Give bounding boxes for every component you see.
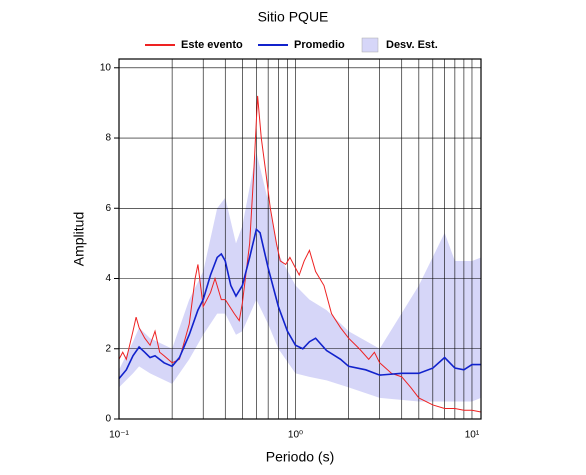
legend-label: Promedio bbox=[294, 39, 345, 51]
plot-frame bbox=[118, 58, 482, 420]
legend-label: Desv. Est. bbox=[386, 39, 438, 51]
std-band bbox=[119, 152, 481, 402]
y-tick-label: 0 bbox=[105, 414, 111, 425]
y-tick-label: 8 bbox=[105, 133, 111, 144]
x-tick-label: 10⁰ bbox=[288, 430, 303, 441]
chart-title: Sitio PQUE bbox=[258, 9, 329, 25]
legend-swatch bbox=[361, 37, 379, 53]
x-tick-label: 10¹ bbox=[465, 430, 480, 441]
y-tick-label: 2 bbox=[105, 343, 111, 354]
x-tick-label: 10⁻¹ bbox=[109, 430, 129, 441]
series-line bbox=[118, 227, 481, 380]
y-tick-label: 4 bbox=[105, 273, 111, 284]
series-line bbox=[118, 95, 482, 413]
x-axis-label: Periodo (s) bbox=[266, 449, 334, 465]
y-tick-label: 6 bbox=[105, 203, 111, 214]
y-tick-label: 10 bbox=[100, 62, 112, 73]
y-axis-label: Amplitud bbox=[71, 212, 87, 266]
legend-label: Este evento bbox=[181, 39, 243, 51]
